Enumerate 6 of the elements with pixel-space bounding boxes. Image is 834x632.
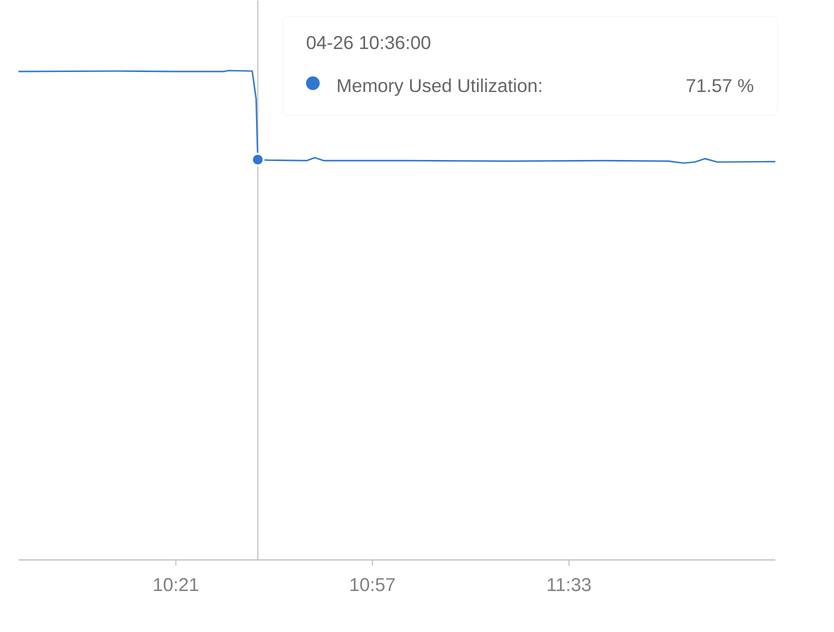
x-tick-label: 10:57	[350, 578, 395, 592]
legend-label: Memory Used Utilization:	[338, 78, 542, 96]
x-tick-label: 10:21	[154, 578, 198, 592]
text: 04-26 10:36:00	[306, 36, 430, 50]
x-tick-label: 11:33	[548, 578, 591, 592]
annotation: 71.57 %	[686, 78, 754, 92]
